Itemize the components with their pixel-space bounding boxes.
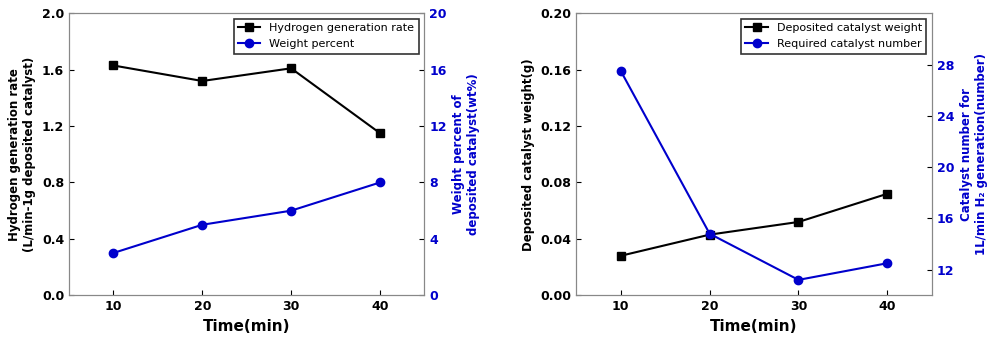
Weight percent xyxy=(374,181,385,185)
Weight percent xyxy=(108,251,120,255)
Line: Weight percent: Weight percent xyxy=(110,178,384,257)
Deposited catalyst weight xyxy=(615,254,626,258)
Hydrogen generation rate xyxy=(285,66,297,70)
Line: Deposited catalyst weight: Deposited catalyst weight xyxy=(617,189,891,260)
Weight percent xyxy=(196,223,208,227)
Hydrogen generation rate xyxy=(108,63,120,67)
Y-axis label: Weight percent of
deposited catalyst(wt%): Weight percent of deposited catalyst(wt%… xyxy=(452,74,480,235)
Deposited catalyst weight xyxy=(793,220,805,224)
Required catalyst number xyxy=(703,232,715,236)
Deposited catalyst weight xyxy=(703,233,715,237)
Hydrogen generation rate xyxy=(374,131,385,135)
Hydrogen generation rate xyxy=(196,79,208,83)
Deposited catalyst weight xyxy=(881,192,893,196)
Line: Hydrogen generation rate: Hydrogen generation rate xyxy=(110,61,384,137)
Line: Required catalyst number: Required catalyst number xyxy=(617,67,891,284)
Required catalyst number xyxy=(881,261,893,265)
Y-axis label: Hydrogen generation rate
(L/min-1g deposited catalyst): Hydrogen generation rate (L/min-1g depos… xyxy=(8,57,36,252)
Y-axis label: Catalyst number for
1L/min H₂ generation(number): Catalyst number for 1L/min H₂ generation… xyxy=(960,53,988,255)
X-axis label: Time(min): Time(min) xyxy=(710,319,798,334)
Y-axis label: Deposited catalyst weight(g): Deposited catalyst weight(g) xyxy=(522,58,535,251)
Required catalyst number xyxy=(793,278,805,282)
Legend: Hydrogen generation rate, Weight percent: Hydrogen generation rate, Weight percent xyxy=(234,19,419,54)
Required catalyst number xyxy=(615,69,626,73)
Weight percent xyxy=(285,209,297,213)
Legend: Deposited catalyst weight, Required catalyst number: Deposited catalyst weight, Required cata… xyxy=(741,19,926,54)
X-axis label: Time(min): Time(min) xyxy=(203,319,291,334)
